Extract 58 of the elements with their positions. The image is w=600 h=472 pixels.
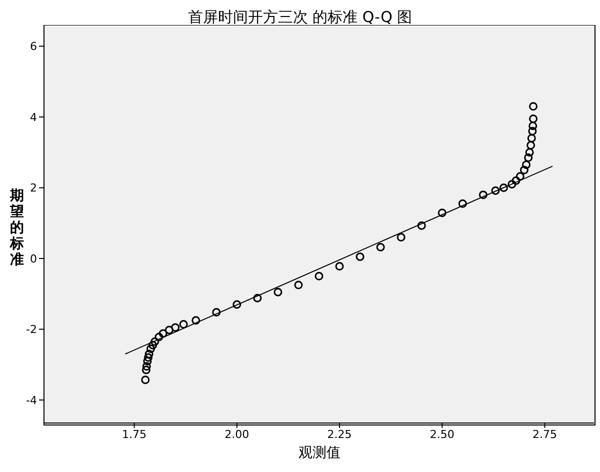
y-tick-label: 6	[30, 40, 37, 54]
point	[192, 316, 200, 325]
point	[529, 114, 538, 123]
point	[478, 190, 488, 200]
y-tick-label: -2	[26, 323, 37, 336]
point	[150, 337, 160, 346]
point	[528, 122, 538, 130]
point	[314, 272, 324, 280]
point	[144, 353, 153, 362]
point	[356, 252, 364, 261]
point	[232, 300, 242, 309]
point	[164, 326, 174, 334]
point	[212, 308, 221, 317]
point	[524, 153, 533, 162]
point	[253, 294, 262, 302]
point	[376, 242, 385, 252]
point	[522, 160, 531, 169]
point	[154, 332, 164, 342]
point	[274, 288, 282, 296]
point	[142, 362, 151, 371]
point	[146, 344, 155, 353]
point	[491, 186, 500, 195]
point	[508, 180, 516, 188]
y-tick-label: 0	[30, 252, 37, 266]
point	[499, 183, 508, 192]
point	[527, 134, 536, 142]
point	[529, 102, 538, 111]
point	[158, 329, 168, 338]
chart-title: 首屏时间开方三次 的标准 Q-Q 图	[186, 8, 414, 27]
x-tick-label: 2.25	[327, 428, 352, 441]
point	[396, 233, 406, 242]
point	[144, 350, 154, 358]
y-tick-label: 4	[30, 110, 37, 124]
x-tick-label: 2.00	[224, 428, 250, 441]
point	[458, 199, 467, 208]
point	[335, 262, 344, 271]
x-tick-label: 2.50	[430, 428, 454, 441]
y-tick-label: -4	[26, 394, 37, 407]
point	[148, 340, 158, 350]
point	[143, 356, 152, 366]
point	[294, 280, 303, 290]
point	[141, 376, 150, 384]
point	[438, 208, 446, 218]
point	[525, 148, 534, 157]
point	[171, 323, 180, 332]
point	[520, 166, 528, 174]
x-tick-label: 2.75	[532, 428, 557, 441]
x-axis-title: 观测值	[298, 444, 342, 462]
point	[417, 221, 426, 230]
point	[512, 176, 520, 185]
point	[516, 172, 524, 181]
point	[179, 320, 188, 329]
y-axis-title: 期望的标准	[10, 188, 25, 268]
point	[528, 126, 537, 136]
x-tick-label: 1.75	[122, 428, 147, 441]
point	[142, 366, 150, 374]
point	[526, 141, 536, 150]
y-tick-label: 2	[30, 182, 37, 195]
